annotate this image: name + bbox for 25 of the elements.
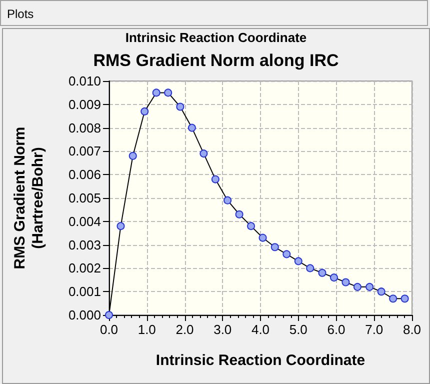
x-tick-label: 4.0 <box>251 322 270 337</box>
y-tick-label: 0.006 <box>68 167 101 182</box>
y-tick-label: 0.000 <box>68 308 101 322</box>
x-tick-label: 0.0 <box>100 322 118 337</box>
x-tick-label: 8.0 <box>402 322 422 337</box>
x-tick-label: 2.0 <box>176 322 194 337</box>
y-tick-label: 0.010 <box>68 74 101 88</box>
y-tick-label: 0.009 <box>68 96 101 112</box>
text: Plots <box>0 0 428 26</box>
y-axis-title: RMS Gradient Norm (Hartree/Bohr) <box>12 126 46 270</box>
y-tick-label: 0.003 <box>68 237 101 252</box>
y-tick-label: 0.002 <box>68 260 101 276</box>
y-tick-label: 0.001 <box>68 284 101 300</box>
x-tick-label: 1.0 <box>138 322 156 337</box>
y-tick-label: 0.004 <box>68 214 101 229</box>
chart-title: RMS Gradient Norm along IRC <box>93 51 339 70</box>
x-axis-title: Intrinsic Reaction Coordinate <box>156 352 366 369</box>
x-tick-label: 5.0 <box>289 322 308 337</box>
y-tick-label: 0.005 <box>68 190 101 206</box>
y-tick-label: 0.007 <box>68 144 101 159</box>
x-tick-label: 7.0 <box>365 322 384 337</box>
text: Intrinsic Reaction Coordinate <box>124 30 308 45</box>
x-tick-label: 6.0 <box>327 322 346 337</box>
x-tick-label: 3.0 <box>214 322 232 337</box>
y-tick-label: 0.008 <box>68 120 101 136</box>
